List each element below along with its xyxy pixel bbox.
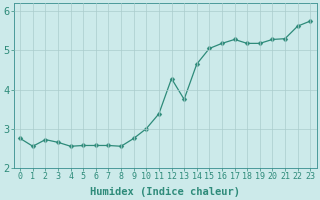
X-axis label: Humidex (Indice chaleur): Humidex (Indice chaleur) — [90, 186, 240, 197]
